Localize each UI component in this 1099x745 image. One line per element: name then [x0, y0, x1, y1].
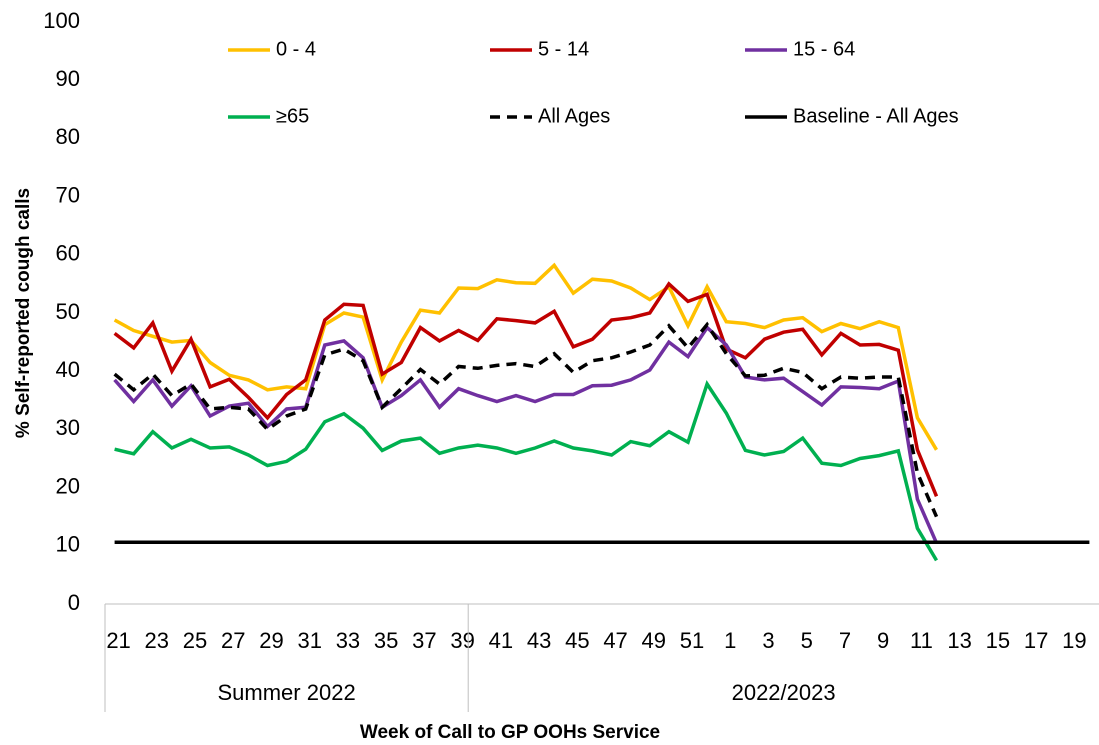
y-tick-label: 0	[68, 590, 80, 615]
y-tick-label: 30	[56, 415, 80, 440]
legend-label: All Ages	[538, 105, 610, 127]
y-tick-label: 10	[56, 532, 80, 557]
x-tick-label: 49	[642, 628, 666, 653]
x-tick-label: 35	[374, 628, 398, 653]
x-tick-label: 21	[106, 628, 130, 653]
x-tick-label: 45	[565, 628, 589, 653]
x-tick-label: 7	[839, 628, 851, 653]
y-tick-label: 100	[43, 8, 80, 33]
x-tick-label: 47	[603, 628, 627, 653]
x-tick-label: 15	[986, 628, 1010, 653]
y-tick-label: 40	[56, 357, 80, 382]
legend-label: 15 - 64	[793, 38, 855, 60]
group-label: 2022/2023	[732, 680, 836, 705]
x-tick-label: 11	[910, 628, 933, 653]
y-tick-label: 60	[56, 241, 80, 266]
x-tick-label: 25	[183, 628, 207, 653]
series-line	[113, 281, 939, 497]
y-tick-label: 80	[56, 124, 80, 149]
x-tick-label: 19	[1062, 628, 1086, 653]
group-label: Summer 2022	[218, 680, 356, 705]
series-line	[113, 324, 939, 544]
legend-label: 5 - 14	[538, 38, 589, 60]
series-line	[113, 321, 939, 518]
x-tick-label: 27	[221, 628, 245, 653]
x-axis-title: Week of Call to GP OOHs Service	[360, 722, 660, 743]
y-tick-label: 70	[56, 182, 80, 207]
x-tick-label: 5	[801, 628, 813, 653]
x-tick-label: 17	[1024, 628, 1048, 653]
x-tick-label: 3	[762, 628, 774, 653]
x-tick-label: 13	[947, 628, 971, 653]
y-tick-label: 90	[56, 66, 80, 91]
x-tick-label: 29	[259, 628, 283, 653]
y-axis-title: % Self-reported cough calls	[13, 188, 34, 438]
legend-label: ≥65	[276, 105, 309, 127]
x-tick-label: 33	[336, 628, 360, 653]
x-tick-label: 9	[877, 628, 889, 653]
x-tick-label: 43	[527, 628, 551, 653]
x-tick-label: 39	[450, 628, 474, 653]
legend-label: Baseline - All Ages	[793, 105, 959, 127]
series-line	[113, 262, 939, 451]
x-tick-label: 41	[489, 628, 513, 653]
x-tick-label: 1	[724, 628, 736, 653]
x-tick-label: 23	[145, 628, 169, 653]
x-tick-label: 31	[297, 628, 321, 653]
series-line	[114, 380, 939, 562]
x-tick-label: 37	[412, 628, 436, 653]
y-tick-label: 20	[56, 473, 80, 498]
x-tick-label: 51	[680, 628, 704, 653]
legend-label: 0 - 4	[276, 38, 316, 60]
y-tick-label: 50	[56, 299, 80, 324]
